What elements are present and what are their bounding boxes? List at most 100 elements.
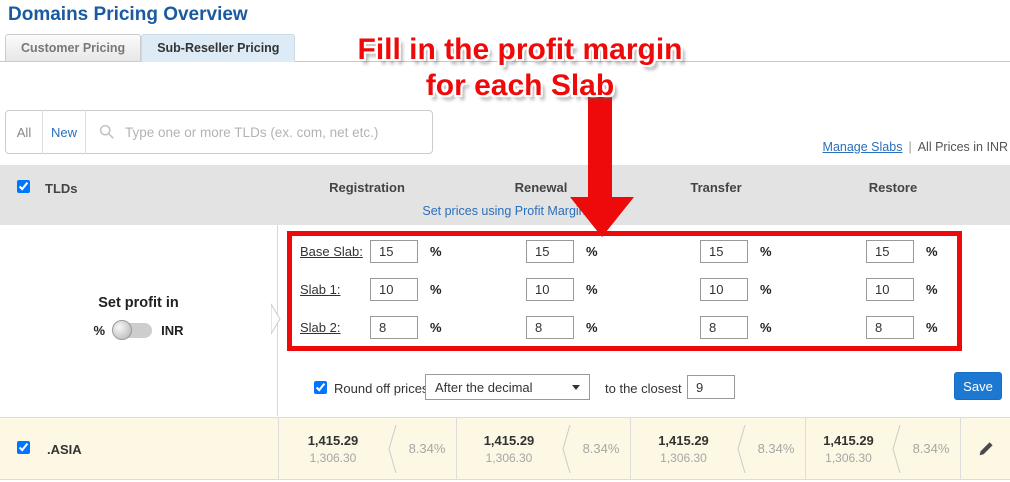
chevron-down-icon [589, 210, 598, 215]
filter-all-button[interactable]: All [16, 124, 32, 140]
price-cell-transfer: 1,415.29 1,306.30 8.34% [630, 418, 805, 479]
column-header-registration: Registration [329, 180, 405, 195]
slab-2-renewal-input[interactable] [526, 316, 574, 339]
set-prices-link-label: Set prices using Profit Margin [422, 204, 586, 218]
selling-price: 1,415.29 [658, 432, 709, 448]
percent-suffix: % [430, 244, 442, 259]
slab-1-label[interactable]: Slab 1: [300, 282, 341, 297]
column-header-restore: Restore [868, 180, 918, 195]
price-block: 1,415.29 1,306.30 [279, 433, 387, 465]
margin-percent: 8.34% [757, 441, 795, 456]
base-slab-row: Base Slab: % % % % [292, 239, 957, 265]
slab-1-row: Slab 1: % % % % [292, 277, 957, 303]
percent-suffix: % [430, 282, 442, 297]
manage-slabs-link[interactable]: Manage Slabs [822, 140, 903, 154]
set-profit-panel: Set profit in % INR [0, 225, 278, 416]
percent-suffix: % [926, 320, 938, 335]
cost-price: 1,306.30 [485, 450, 533, 465]
filter-divider [85, 110, 86, 154]
percent-suffix: % [760, 282, 772, 297]
column-header-tlds: TLDs [45, 181, 78, 196]
profit-margin-highlight-box: Base Slab: % % % % Slab 1: % % % % Slab … [287, 231, 962, 351]
filter-divider [42, 110, 43, 154]
tab-customer-pricing[interactable]: Customer Pricing [5, 34, 142, 62]
slab-2-transfer-input[interactable] [700, 316, 748, 339]
edit-pencil-icon [979, 441, 993, 455]
selling-price: 1,415.29 [307, 432, 359, 448]
annotation-line2: for each Slab [425, 69, 615, 102]
edit-row-button[interactable] [960, 418, 1010, 479]
slab-1-registration-input[interactable] [370, 278, 418, 301]
cost-price: 1,306.30 [825, 450, 872, 465]
percent-suffix: % [926, 282, 938, 297]
page-title: Domains Pricing Overview [8, 4, 248, 25]
tab-underline [0, 61, 1010, 62]
slab-1-restore-input[interactable] [866, 278, 914, 301]
save-button[interactable]: Save [954, 372, 1002, 400]
price-divider-icon [388, 424, 397, 473]
slab-2-registration-input[interactable] [370, 316, 418, 339]
all-prices-label: All Prices in INR [917, 140, 1008, 154]
filter-new-button[interactable]: New [50, 124, 77, 140]
percent-suffix: % [760, 244, 772, 259]
price-divider-icon [562, 424, 571, 473]
link-separator: | [908, 140, 912, 154]
panel-pointer-icon [271, 303, 281, 335]
slab-2-row: Slab 2: % % % % [292, 315, 957, 341]
round-off-dropdown[interactable]: After the decimal [425, 374, 590, 400]
chevron-down-icon [572, 384, 580, 390]
price-cell-restore: 1,415.29 1,306.30 8.34% [805, 418, 960, 479]
price-cell-registration: 1,415.29 1,306.30 8.34% [278, 418, 456, 479]
slab-1-transfer-input[interactable] [700, 278, 748, 301]
price-cell-renewal: 1,415.29 1,306.30 8.34% [456, 418, 630, 479]
slab-1-renewal-input[interactable] [526, 278, 574, 301]
slab-2-label[interactable]: Slab 2: [300, 320, 341, 335]
base-slab-label[interactable]: Base Slab: [300, 244, 363, 259]
cost-price: 1,306.30 [660, 450, 707, 465]
selling-price: 1,415.29 [823, 432, 874, 448]
toggle-knob[interactable] [112, 320, 133, 340]
slab-2-restore-input[interactable] [866, 316, 914, 339]
price-block: 1,415.29 1,306.30 [631, 433, 736, 465]
set-prices-using-profit-margin-link[interactable]: Set prices using Profit Margin [422, 204, 598, 218]
tld-search-input[interactable] [115, 124, 432, 140]
column-header-transfer: Transfer [690, 180, 742, 195]
base-slab-registration-input[interactable] [370, 240, 418, 263]
base-slab-renewal-input[interactable] [526, 240, 574, 263]
search-icon [99, 124, 115, 140]
percent-suffix: % [586, 320, 598, 335]
tld-row-asia: .ASIA 1,415.29 1,306.30 8.34% 1,415.29 1… [0, 417, 1010, 480]
row-checkbox-asia[interactable] [17, 441, 30, 454]
inr-option-label[interactable]: INR [161, 323, 184, 338]
margin-percent: 8.34% [408, 441, 446, 456]
tld-filter-bar: All New [5, 110, 433, 154]
base-slab-restore-input[interactable] [866, 240, 914, 263]
percent-option-label[interactable]: % [93, 323, 106, 338]
selling-price: 1,415.29 [483, 432, 535, 448]
profit-unit-toggle-row: % INR [0, 320, 277, 340]
table-header: TLDs Registration Renewal Transfer Resto… [0, 165, 1010, 225]
percent-suffix: % [926, 244, 938, 259]
profit-unit-toggle[interactable] [112, 320, 153, 340]
round-off-label: Round off prices [334, 381, 429, 396]
tab-sub-reseller-pricing[interactable]: Sub-Reseller Pricing [141, 34, 296, 62]
round-off-dropdown-value: After the decimal [435, 379, 533, 395]
tab-bar: Customer Pricing Sub-Reseller Pricing [5, 34, 296, 62]
base-slab-transfer-input[interactable] [700, 240, 748, 263]
select-all-checkbox[interactable] [17, 180, 30, 193]
price-block: 1,415.29 1,306.30 [457, 433, 561, 465]
percent-suffix: % [430, 320, 442, 335]
price-divider-icon [737, 424, 746, 473]
price-block: 1,415.29 1,306.30 [806, 433, 891, 465]
top-right-links: Manage Slabs | All Prices in INR [823, 140, 1008, 154]
set-profit-label: Set profit in [98, 295, 179, 311]
margin-percent: 8.34% [912, 441, 950, 456]
round-off-checkbox[interactable] [314, 381, 327, 394]
closest-value-input[interactable] [687, 375, 735, 399]
percent-suffix: % [760, 320, 772, 335]
percent-suffix: % [586, 282, 598, 297]
column-header-renewal: Renewal [514, 180, 568, 195]
percent-suffix: % [586, 244, 598, 259]
to-the-closest-label: to the closest [605, 381, 682, 396]
